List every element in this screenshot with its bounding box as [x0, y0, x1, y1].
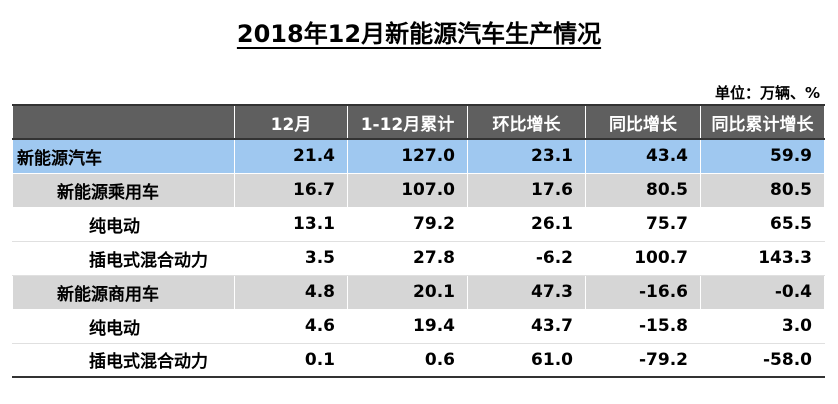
- table-cell: -16.6: [585, 274, 701, 310]
- chart-title-text: 2018年12月新能源汽车生产情况: [236, 20, 602, 48]
- table-cell: 4.6: [234, 308, 348, 344]
- row-label: 插电式混合动力: [12, 240, 235, 276]
- table-cell: -0.4: [700, 274, 825, 310]
- production-table: 12月 1-12月累计 环比增长 同比增长 同比累计增长 新能源汽车 21.4 12…: [12, 104, 825, 378]
- table-cell: 107.0: [347, 172, 468, 208]
- table-cell: 61.0: [467, 342, 586, 378]
- column-header-dec: 12月: [234, 104, 348, 140]
- table-row: 新能源商用车 4.8 20.1 47.3 -16.6 -0.4: [12, 274, 825, 310]
- table-cell: 0.6: [347, 342, 468, 378]
- table-cell: 21.4: [234, 138, 348, 174]
- row-label: 新能源商用车: [12, 274, 235, 310]
- table-cell: 16.7: [234, 172, 348, 208]
- table-cell: 43.7: [467, 308, 586, 344]
- table-cell: 79.2: [347, 206, 468, 242]
- table-cell: -6.2: [467, 240, 586, 276]
- table-body: 新能源汽车 21.4 127.0 23.1 43.4 59.9 新能源乘用车 16.7 107.…: [12, 138, 825, 378]
- table-cell: -58.0: [700, 342, 825, 378]
- table-cell: 143.3: [700, 240, 825, 276]
- column-header-yoy: 同比增长: [585, 104, 701, 140]
- table-row: 插电式混合动力 3.5 27.8 -6.2 100.7 143.3: [12, 240, 825, 276]
- table-row: 纯电动 13.1 79.2 26.1 75.7 65.5: [12, 206, 825, 242]
- table-row: 插电式混合动力 0.1 0.6 61.0 -79.2 -58.0: [12, 342, 825, 378]
- table-cell: 4.8: [234, 274, 348, 310]
- table-cell: 27.8: [347, 240, 468, 276]
- table-cell: 3.5: [234, 240, 348, 276]
- table-cell: 80.5: [700, 172, 825, 208]
- column-header-ytd: 1-12月累计: [347, 104, 468, 140]
- unit-note: 单位：万辆、%: [714, 84, 820, 102]
- table-cell: 23.1: [467, 138, 586, 174]
- table-cell: 127.0: [347, 138, 468, 174]
- row-label: 新能源乘用车: [12, 172, 235, 208]
- column-header-ytd-yoy: 同比累计增长: [700, 104, 825, 140]
- table-cell: 19.4: [347, 308, 468, 344]
- chart-title: 2018年12月新能源汽车生产情况: [0, 14, 838, 49]
- row-label: 纯电动: [12, 308, 235, 344]
- row-label: 纯电动: [12, 206, 235, 242]
- table-cell: -79.2: [585, 342, 701, 378]
- table-cell: 75.7: [585, 206, 701, 242]
- row-label: 新能源汽车: [12, 138, 235, 174]
- table-cell: 17.6: [467, 172, 586, 208]
- table-cell: 3.0: [700, 308, 825, 344]
- table-cell: 0.1: [234, 342, 348, 378]
- column-header-label: [12, 104, 235, 140]
- table-cell: 13.1: [234, 206, 348, 242]
- table-header-row: 12月 1-12月累计 环比增长 同比增长 同比累计增长: [12, 104, 825, 140]
- table-cell: 43.4: [585, 138, 701, 174]
- table-cell: -15.8: [585, 308, 701, 344]
- table-row: 新能源汽车 21.4 127.0 23.1 43.4 59.9: [12, 138, 825, 174]
- table-cell: 100.7: [585, 240, 701, 276]
- table-row: 新能源乘用车 16.7 107.0 17.6 80.5 80.5: [12, 172, 825, 208]
- row-label: 插电式混合动力: [12, 342, 235, 378]
- table-cell: 59.9: [700, 138, 825, 174]
- table-cell: 20.1: [347, 274, 468, 310]
- table-cell: 47.3: [467, 274, 586, 310]
- table-row: 纯电动 4.6 19.4 43.7 -15.8 3.0: [12, 308, 825, 344]
- table-cell: 26.1: [467, 206, 586, 242]
- column-header-mom: 环比增长: [467, 104, 586, 140]
- table-cell: 65.5: [700, 206, 825, 242]
- table-cell: 80.5: [585, 172, 701, 208]
